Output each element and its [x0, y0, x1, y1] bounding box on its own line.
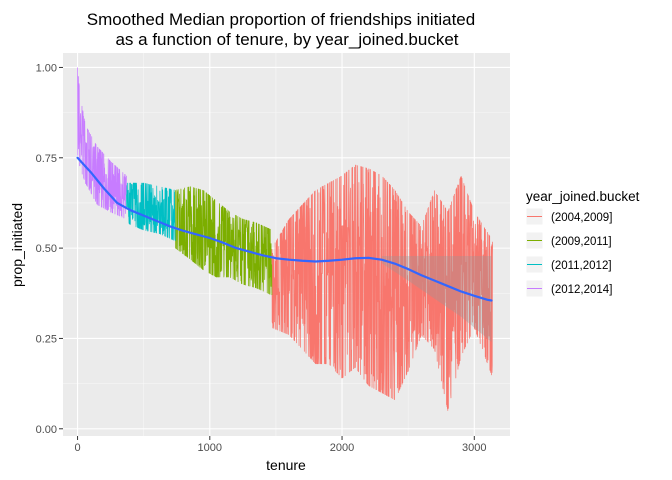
y-tick-label: 0.50: [36, 243, 57, 255]
legend-label: (2011,2012]: [551, 260, 612, 272]
y-tick-label: 0.25: [36, 333, 57, 345]
legend-title: year_joined.bucket: [526, 189, 640, 204]
series-line: [271, 164, 494, 411]
data-layer: [77, 67, 494, 411]
chart-title-line-1: Smoothed Median proportion of friendship…: [87, 10, 475, 29]
smooth-confidence-band: [381, 256, 492, 343]
y-tick-label: 1.00: [36, 62, 57, 74]
series-line: [77, 67, 127, 219]
legend-label: (2009,2011]: [551, 236, 612, 248]
x-tick-label: 0: [74, 442, 80, 454]
axis-layer: 0 1000 2000 3000 0.00 0.25 0.50 0.75 1.00: [36, 62, 487, 454]
x-axis-title: tenure: [266, 457, 306, 473]
y-axis-title: prop_initiated: [9, 203, 25, 287]
series-line: [175, 186, 273, 296]
smooth-layer: [76, 156, 493, 302]
chart-title-line-2: as a function of tenure, by year_joined.…: [115, 30, 458, 49]
y-tick-label: 0.75: [36, 153, 57, 165]
x-tick-label: 1000: [198, 442, 222, 454]
series-line: [126, 182, 176, 241]
x-tick-label: 3000: [462, 442, 486, 454]
x-tick-label: 2000: [330, 442, 354, 454]
legend-label: (2004,2009]: [551, 212, 612, 224]
y-tick-label: 0.00: [36, 424, 57, 436]
smooth-line: [76, 156, 493, 302]
legend: (2004,2009] (2009,2011] (2011,2012] (2012,2…: [525, 207, 612, 298]
band-layer: [381, 256, 492, 343]
legend-label: (2012,2014]: [551, 284, 612, 296]
